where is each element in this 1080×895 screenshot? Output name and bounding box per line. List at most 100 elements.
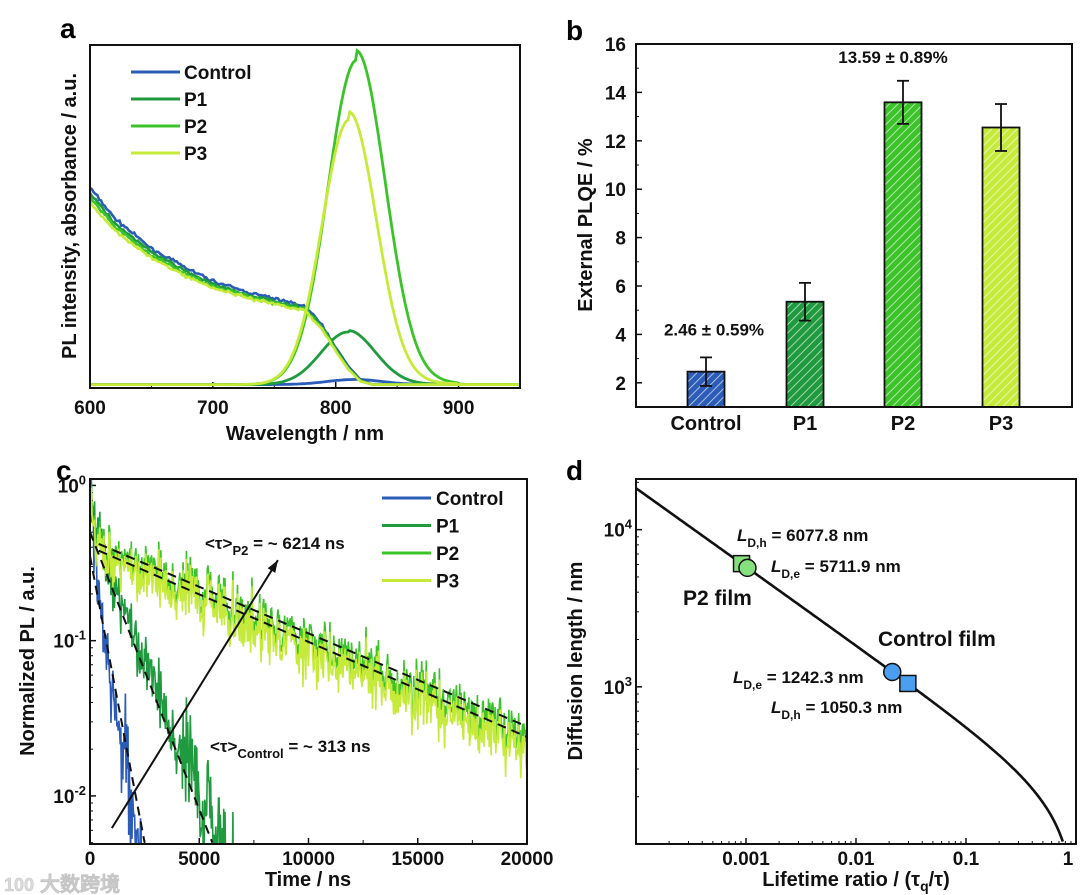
x-tick-label: 0.1 (953, 849, 980, 870)
category-label-control: Control (670, 413, 741, 435)
y-tick-label: 10 (605, 180, 626, 201)
bar-annotation: 13.59 ± 0.89% (838, 48, 948, 67)
y-tick-label: 103 (604, 674, 632, 699)
x-tick-label: 20000 (501, 849, 554, 870)
x-axis-title-c: Time / ns (265, 869, 351, 891)
x-tick-label: 1 (1063, 849, 1074, 870)
x-tick-label: 700 (197, 398, 229, 419)
pl-line-p2 (90, 48, 520, 387)
label-value: = 1050.3 nm (801, 698, 903, 717)
category-label-p1: P1 (793, 413, 817, 435)
x-tick-label: 0.01 (838, 849, 875, 870)
plot-frame-c (89, 478, 528, 845)
x-tick-label: 15000 (391, 849, 444, 870)
y-axis-title-d: Diffusion length / nm (565, 562, 587, 761)
lifetime-annotation: <τ>P2 = ~ 6214 ns (205, 534, 345, 558)
y-tick-exponent: -1 (74, 628, 86, 643)
watermark-text: 大数跨境 (40, 872, 120, 895)
legend-label-p2: P2 (184, 117, 207, 138)
plot-frame-b (635, 43, 1073, 408)
plot-frame-d (635, 478, 1077, 845)
label-symbol: L (771, 557, 781, 576)
x-tick-label: 600 (74, 398, 106, 419)
y-tick-exponent: 4 (625, 517, 633, 532)
y-tick-label: 10-2 (53, 783, 86, 808)
y-tick-base: 10 (604, 521, 625, 542)
panel-label-d: d (566, 455, 583, 486)
diffusion-curve (635, 487, 1065, 843)
category-label-p2: P2 (891, 413, 915, 435)
arrow-head-icon (267, 560, 278, 573)
label-value: = 1242.3 nm (762, 668, 864, 687)
annotation-prefix: <τ> (210, 737, 238, 756)
annotation-value: = ~ 6214 ns (248, 534, 344, 553)
legend-label-control: Control (184, 63, 252, 84)
x-tick-label: 0.001 (722, 849, 770, 870)
y-tick-label: 6 (615, 277, 626, 298)
diffusion-length-label: LD,h = 6077.8 nm (737, 526, 868, 550)
x-tick-label: 10000 (282, 849, 335, 870)
decay-line-control (90, 499, 143, 844)
fit-line (90, 556, 146, 843)
legend-label-p2: P2 (436, 544, 459, 565)
lifetime-annotation: <τ>Control = ~ 313 ns (210, 737, 371, 761)
y-tick-label: 10-1 (53, 628, 86, 653)
panel-label-b: b (566, 15, 583, 46)
fit-line (98, 542, 527, 728)
y-tick-base: 10 (604, 678, 625, 699)
panel-label-c: c (56, 455, 72, 486)
label-subscript: D,h (781, 708, 800, 722)
x-tick-label: 0 (85, 849, 96, 870)
legend-label-control: Control (436, 489, 504, 510)
label-subscript: D,e (781, 567, 800, 581)
diffusion-length-label: LD,e = 5711.9 nm (771, 557, 901, 581)
legend-label-p1: P1 (184, 90, 208, 111)
y-tick-label: 104 (604, 517, 633, 542)
y-tick-base: 10 (53, 632, 74, 653)
decay-line-p3 (90, 479, 527, 779)
marker-circle-p2 (738, 558, 757, 578)
y-tick-exponent: -2 (74, 783, 86, 798)
pl-line-p3 (90, 109, 520, 387)
y-tick-label: 2 (615, 374, 626, 395)
x-axis-title-a: Wavelength / nm (226, 423, 384, 445)
annotation-subscript: Control (237, 746, 283, 761)
label-value: = 6077.8 nm (767, 526, 869, 545)
x-tick-label: 5000 (178, 849, 220, 870)
y-tick-label: 12 (605, 132, 626, 153)
y-axis-title-b: External PLQE / % (575, 138, 597, 312)
y-tick-label: 14 (605, 83, 627, 104)
fit-line (98, 549, 527, 738)
trend-arrow (110, 559, 279, 829)
panel-a: a 600 700 800 900 Control P1 P2 P3 Wavelength /… (59, 13, 521, 445)
label-symbol: L (771, 698, 781, 717)
label-symbol: L (737, 526, 747, 545)
decay-series (90, 479, 527, 844)
panel-b: b 2 4 6 8 10 12 14 16 Control P1 P2 P3 2.46 ± 0.59% 1… (566, 15, 1073, 435)
legend-label-p3: P3 (184, 144, 207, 165)
film-label-control: Control film (878, 628, 996, 651)
diffusion-length-label: LD,e = 1242.3 nm (733, 668, 864, 692)
watermark: 100 大数跨境 (4, 872, 121, 895)
absorbance-line-p2 (88, 196, 520, 386)
panel-label-a: a (60, 13, 76, 44)
pl-line-p1 (90, 329, 520, 387)
absorbance-line-control (89, 186, 520, 386)
y-axis-title-c: Normalized PL / a.u. (17, 566, 39, 756)
plot-frame-a (89, 44, 521, 389)
y-tick-exponent: 3 (625, 674, 632, 689)
bar-p1 (785, 300, 825, 408)
y-tick-label: 8 (615, 229, 626, 250)
x-tick-label: 800 (320, 398, 352, 419)
fit-line (90, 531, 214, 844)
y-tick-label: 100 (58, 472, 86, 497)
marker-square-control (899, 674, 917, 693)
annotation-prefix: <τ> (205, 534, 233, 553)
y-tick-label: 16 (605, 35, 626, 56)
y-tick-base: 10 (58, 476, 79, 497)
film-label-p2: P2 film (683, 587, 752, 610)
annotation-subscript: P2 (232, 543, 248, 558)
legend-label-p3: P3 (436, 572, 459, 593)
